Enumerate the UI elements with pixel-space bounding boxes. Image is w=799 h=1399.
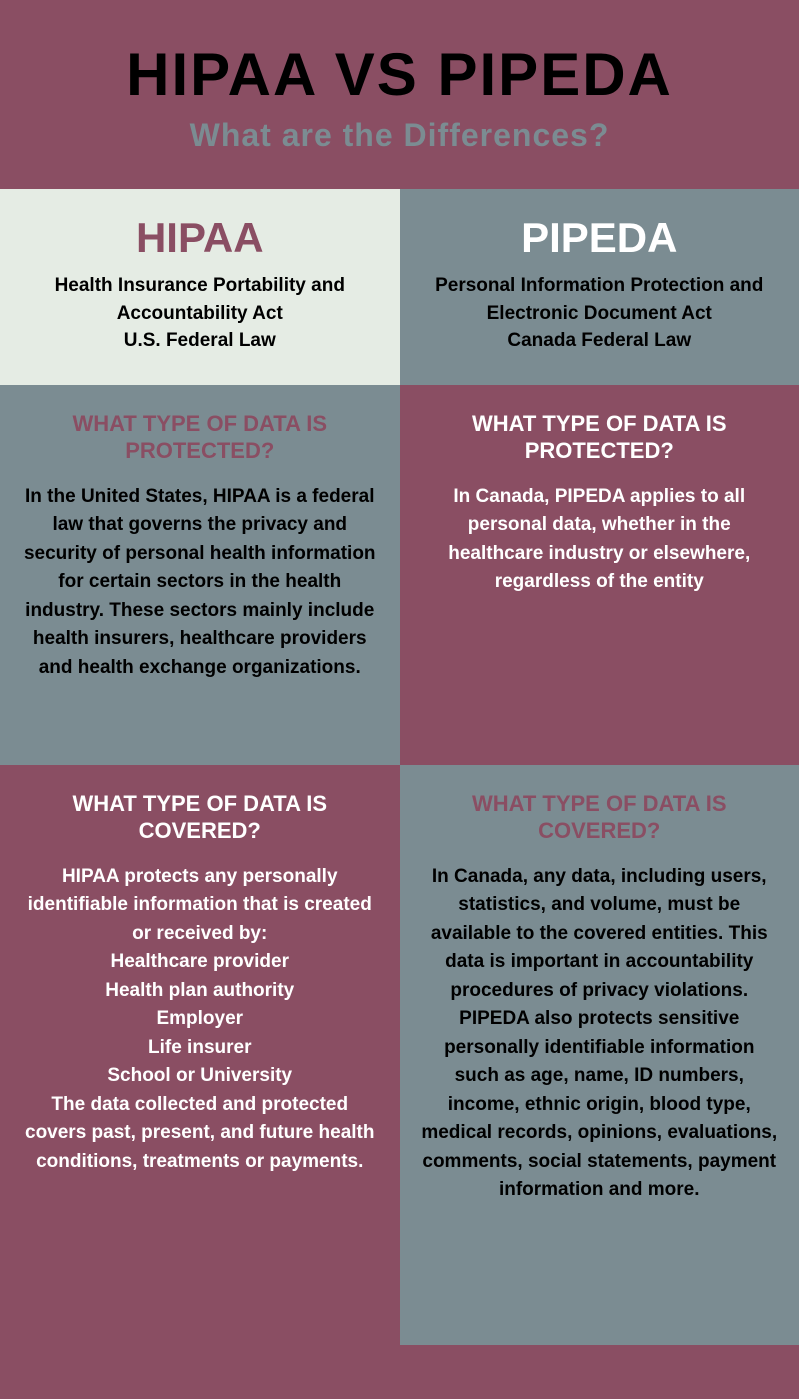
hipaa-title: HIPAA — [20, 214, 380, 262]
pipeda-protected-body: In Canada, PIPEDA applies to all persona… — [420, 483, 780, 597]
hipaa-covered-cell: WHAT TYPE OF DATA IS COVERED? HIPAA prot… — [0, 765, 400, 1345]
pipeda-protected-cell: WHAT TYPE OF DATA IS PROTECTED? In Canad… — [400, 385, 799, 765]
main-title: HIPAA VS PIPEDA — [20, 40, 779, 109]
hipaa-definition-cell: HIPAA Health Insurance Portability and A… — [0, 189, 400, 385]
covered-row: WHAT TYPE OF DATA IS COVERED? HIPAA prot… — [0, 765, 799, 1345]
hipaa-protected-body: In the United States, HIPAA is a federal… — [20, 483, 380, 683]
hipaa-covered-body: HIPAA protects any personally identifiab… — [20, 863, 380, 1177]
hipaa-protected-heading: WHAT TYPE OF DATA IS PROTECTED? — [20, 410, 380, 465]
header-block: HIPAA VS PIPEDA What are the Differences… — [0, 0, 799, 189]
pipeda-covered-heading: WHAT TYPE OF DATA IS COVERED? — [420, 790, 780, 845]
pipeda-title: PIPEDA — [420, 214, 780, 262]
pipeda-covered-body: In Canada, any data, including users, st… — [420, 863, 780, 1205]
protected-row: WHAT TYPE OF DATA IS PROTECTED? In the U… — [0, 385, 799, 765]
definition-row: HIPAA Health Insurance Portability and A… — [0, 189, 799, 385]
hipaa-definition-text: Health Insurance Portability and Account… — [20, 272, 380, 355]
pipeda-protected-heading: WHAT TYPE OF DATA IS PROTECTED? — [420, 410, 780, 465]
pipeda-definition-text: Personal Information Protection and Elec… — [420, 272, 780, 355]
pipeda-covered-cell: WHAT TYPE OF DATA IS COVERED? In Canada,… — [400, 765, 799, 1345]
pipeda-definition-cell: PIPEDA Personal Information Protection a… — [400, 189, 799, 385]
subtitle: What are the Differences? — [20, 117, 779, 154]
hipaa-protected-cell: WHAT TYPE OF DATA IS PROTECTED? In the U… — [0, 385, 400, 765]
hipaa-covered-heading: WHAT TYPE OF DATA IS COVERED? — [20, 790, 380, 845]
